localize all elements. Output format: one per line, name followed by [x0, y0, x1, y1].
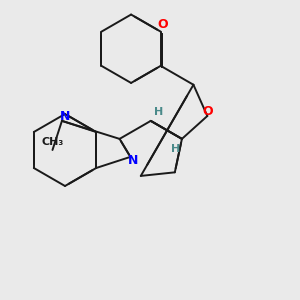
Text: O: O — [202, 106, 213, 118]
Text: H: H — [171, 144, 180, 154]
Text: O: O — [157, 18, 168, 31]
Text: N: N — [60, 110, 70, 123]
Text: CH₃: CH₃ — [41, 137, 64, 147]
Text: H: H — [154, 107, 163, 117]
Text: N: N — [128, 154, 139, 167]
